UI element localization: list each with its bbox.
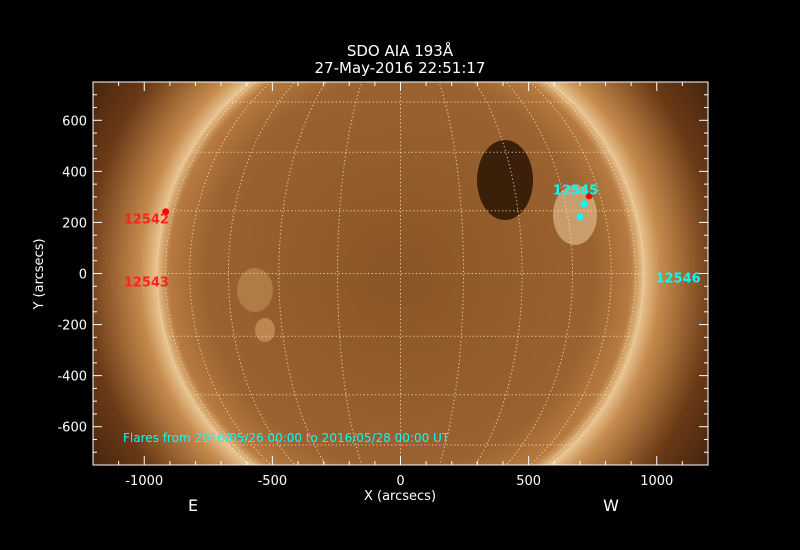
active-region-label: 12546 [655, 271, 700, 286]
axis-ticks: -1000 -500 0 500 1000 -600 -400 -200 0 200 400 600 [57, 81, 709, 489]
y-tick-label: 600 [62, 114, 87, 129]
title-instrument: SDO AIA 193Å [347, 41, 454, 60]
west-label: W [603, 496, 619, 515]
flare-marker [580, 200, 588, 208]
active-region-label: 12543 [124, 275, 169, 290]
y-tick-label: -400 [57, 370, 87, 385]
flare-marker [576, 213, 584, 221]
coronal-hole [477, 140, 533, 220]
active-region-bright [553, 185, 597, 245]
y-axis-label: Y (arcsecs) [32, 238, 47, 310]
y-tick-label: 400 [62, 165, 87, 180]
title-date: 27-May-2016 22:51:17 [315, 59, 486, 77]
x-tick-label: -1000 [125, 474, 163, 489]
flare-marker [585, 192, 593, 200]
x-tick-label: 0 [396, 474, 404, 489]
sun-image [93, 82, 708, 465]
heliographic-grid [156, 82, 645, 465]
y-tick-label: -600 [57, 421, 87, 436]
x-axis-label: X (arcsecs) [364, 489, 436, 504]
east-label: E [188, 496, 198, 515]
flare-markers: 12542 12543 12545 12546 [124, 183, 701, 290]
grid-meridian [548, 82, 645, 465]
x-tick-label: 500 [516, 474, 541, 489]
x-tick-label: 1000 [640, 474, 673, 489]
flare-marker [162, 208, 170, 216]
flare-note: Flares from 2016/05/26 00:00 to 2016/05/… [123, 431, 450, 445]
y-tick-label: 0 [79, 268, 87, 283]
active-region-label: 12542 [124, 213, 169, 228]
y-tick-label: 200 [62, 216, 87, 231]
active-region-label: 12545 [553, 183, 598, 198]
x-tick-label: -500 [258, 474, 288, 489]
y-tick-label: -200 [57, 319, 87, 334]
